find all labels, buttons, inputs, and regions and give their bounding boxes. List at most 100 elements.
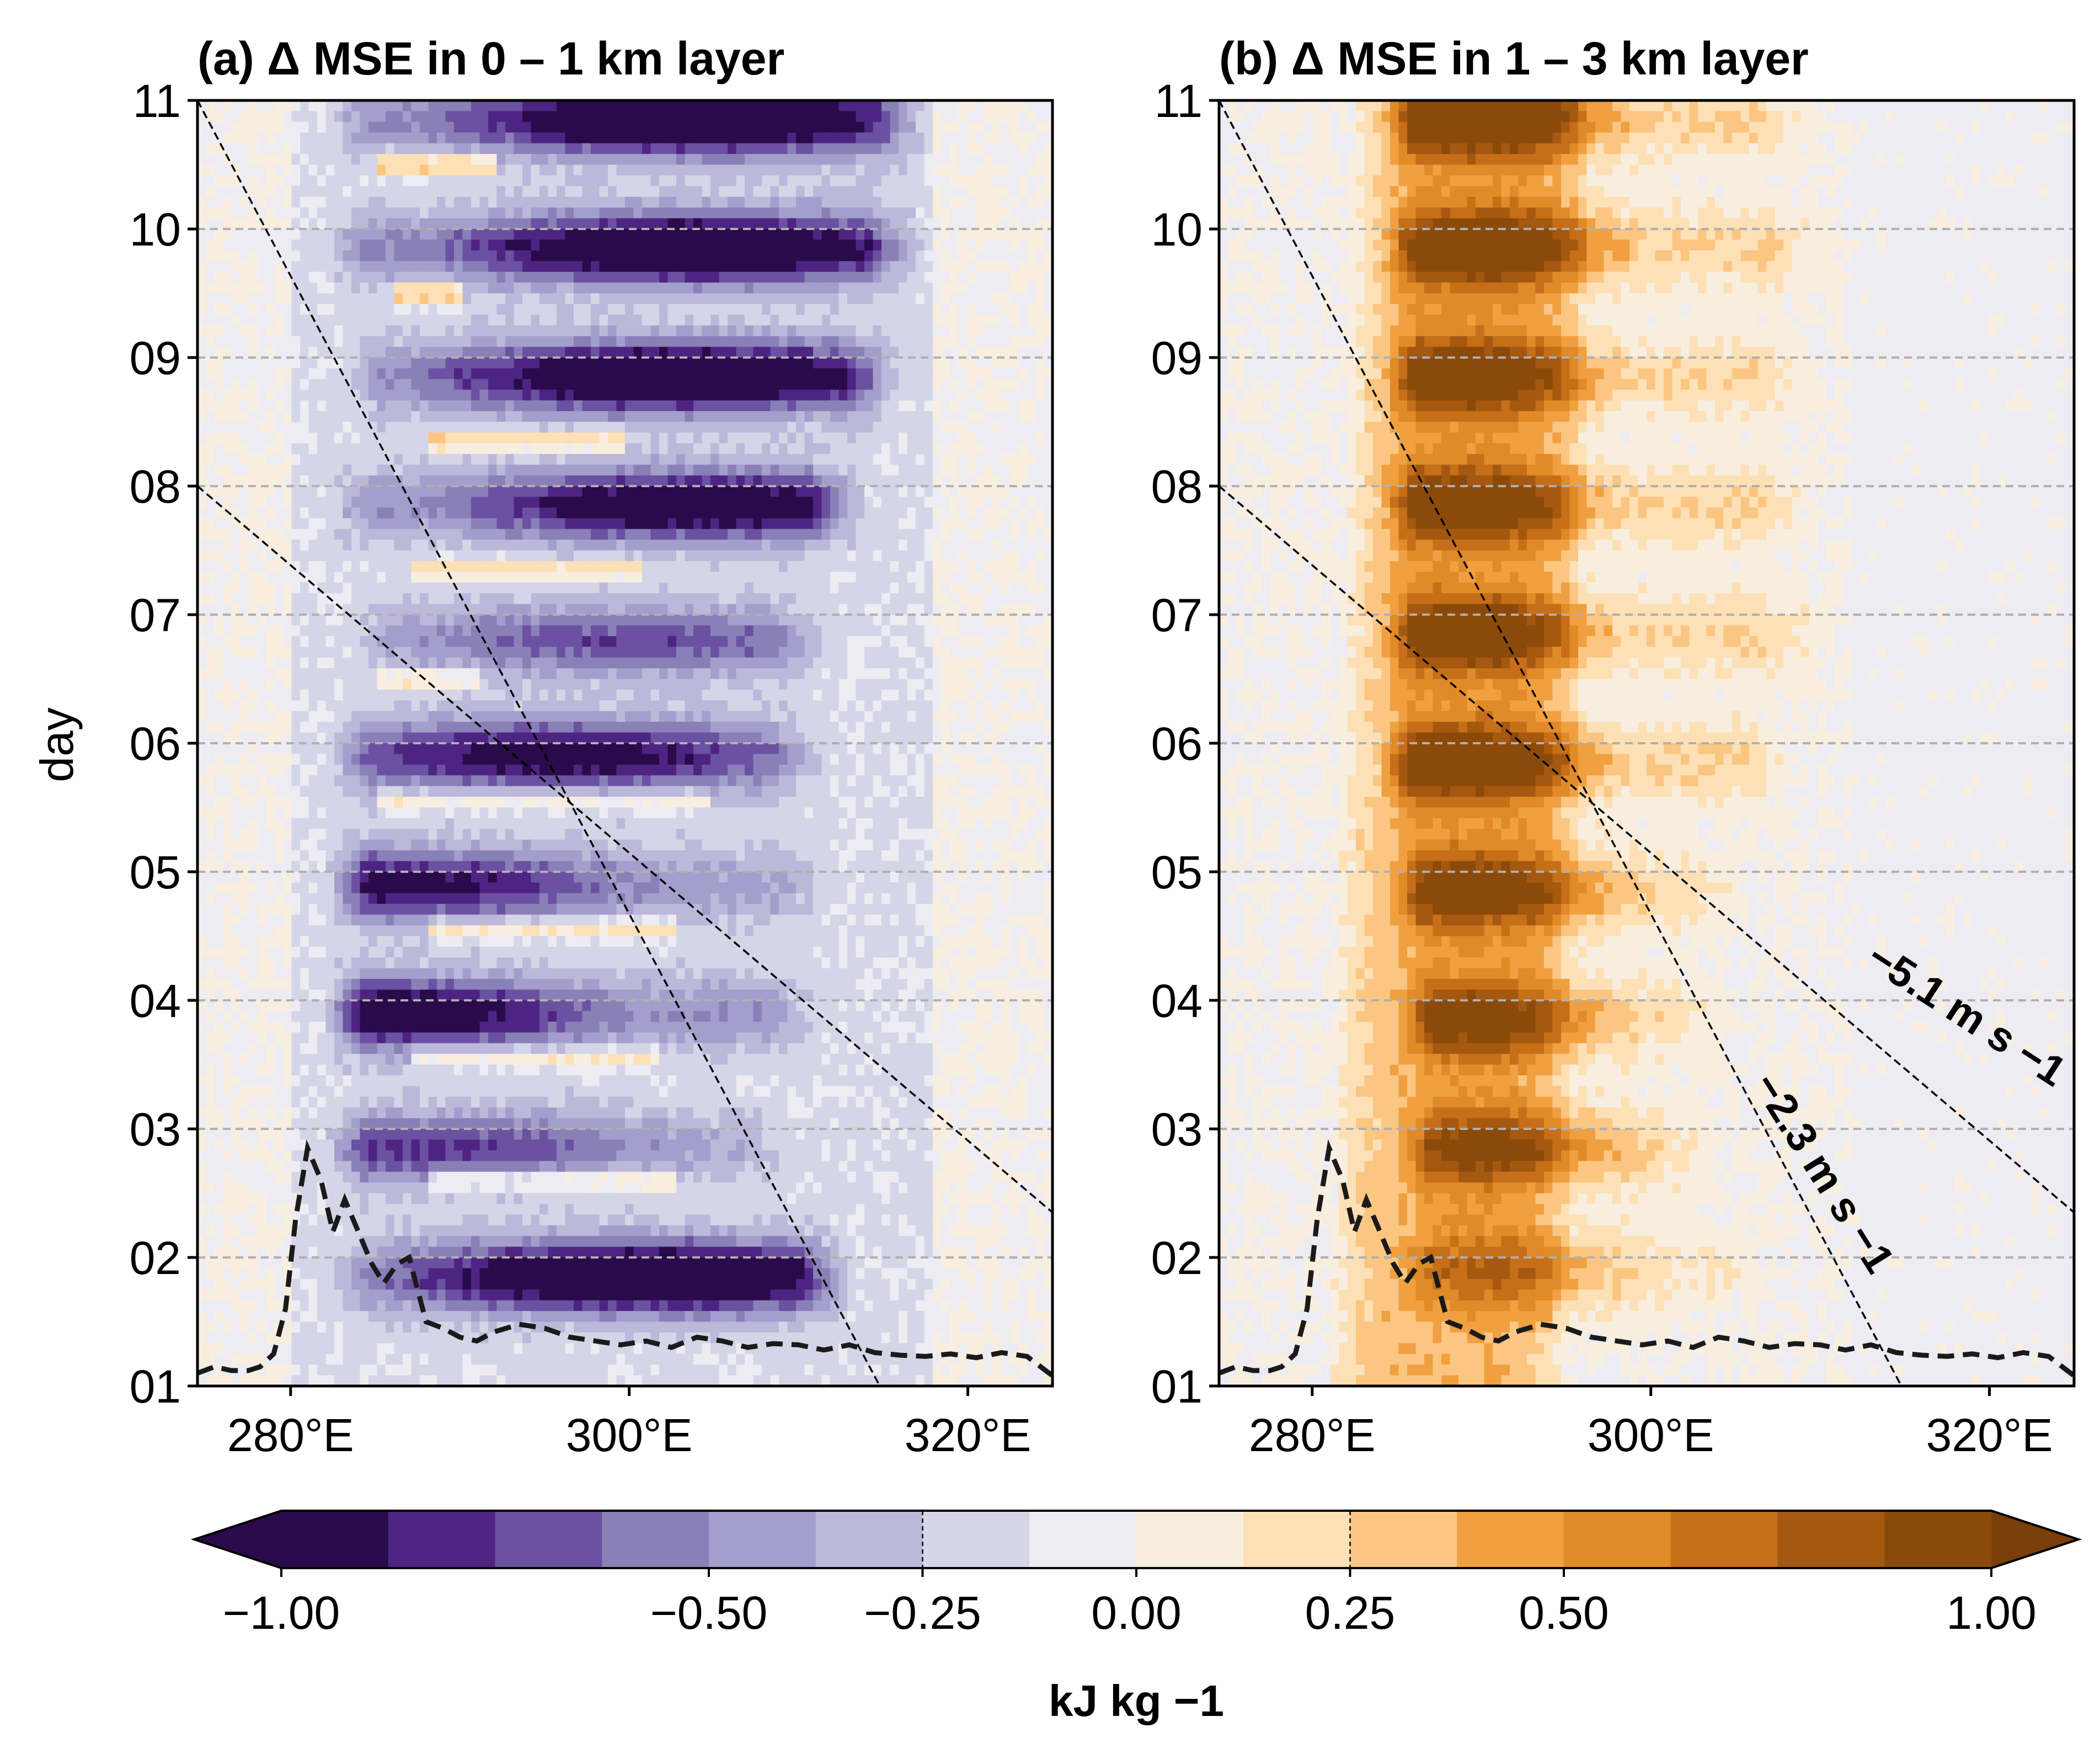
heatmap-cell <box>804 604 814 615</box>
heatmap-cell <box>548 615 557 626</box>
heatmap-cell <box>1035 239 1045 251</box>
heatmap-cell <box>300 250 309 262</box>
heatmap-cell <box>368 143 378 154</box>
heatmap-cell <box>984 411 993 423</box>
heatmap-cell <box>479 175 489 187</box>
heatmap-cell <box>916 229 925 241</box>
heatmap-cell <box>941 422 950 433</box>
heatmap-cell <box>992 347 1002 358</box>
heatmap-cell <box>308 475 318 487</box>
heatmap-cell <box>548 271 557 283</box>
heatmap-cell <box>753 229 762 241</box>
heatmap-cell <box>924 411 933 423</box>
heatmap-cell <box>557 143 566 154</box>
heatmap-cell <box>1018 379 1028 391</box>
heatmap-cell <box>1018 207 1028 219</box>
heatmap-cell <box>257 465 266 476</box>
heatmap-cell <box>343 529 352 540</box>
heatmap-cell <box>864 529 874 540</box>
heatmap-cell <box>223 261 232 273</box>
heatmap-cell <box>223 615 232 626</box>
heatmap-cell <box>719 561 728 573</box>
heatmap-cell <box>420 282 429 294</box>
heatmap-cell <box>650 143 660 154</box>
heatmap-cell <box>317 164 327 176</box>
heatmap-cell <box>1001 507 1011 519</box>
heatmap-cell <box>642 368 651 380</box>
heatmap-cell <box>420 229 429 241</box>
heatmap-cell <box>787 207 797 219</box>
heatmap-cell <box>941 315 950 326</box>
heatmap-cell <box>608 239 617 251</box>
heatmap-cell <box>967 175 976 187</box>
heatmap-cell <box>907 475 916 487</box>
heatmap-cell <box>411 411 420 423</box>
heatmap-cell <box>787 400 797 412</box>
heatmap-cell <box>950 604 959 615</box>
heatmap-cell <box>471 111 480 122</box>
heatmap-cell <box>488 250 498 262</box>
heatmap-cell <box>736 164 745 176</box>
heatmap-cell <box>548 432 557 444</box>
heatmap-cell <box>762 625 771 637</box>
heatmap-cell <box>779 261 788 273</box>
heatmap-cell <box>830 293 840 305</box>
heatmap-cell <box>916 218 925 230</box>
heatmap-cell <box>881 121 891 134</box>
heatmap-cell <box>445 154 455 166</box>
heatmap-cell <box>984 250 993 262</box>
heatmap-cell <box>830 121 840 134</box>
heatmap-cell <box>240 100 249 112</box>
heatmap-cell <box>325 336 335 348</box>
heatmap-cell <box>608 432 617 444</box>
heatmap-cell <box>916 100 925 112</box>
heatmap-cell <box>1009 497 1019 508</box>
heatmap-cell <box>394 550 403 562</box>
heatmap-cell <box>719 293 728 305</box>
heatmap-cell <box>821 582 831 594</box>
heatmap-cell <box>745 593 754 605</box>
heatmap-cell <box>702 582 711 594</box>
heatmap-cell <box>762 615 771 626</box>
heatmap-cell <box>899 358 908 369</box>
heatmap-cell <box>445 347 455 358</box>
heatmap-cell <box>745 347 754 358</box>
heatmap-cell <box>283 561 292 573</box>
heatmap-cell <box>266 593 275 605</box>
heatmap-cell <box>257 218 266 230</box>
heatmap-cell <box>308 540 318 551</box>
heatmap-cell <box>890 432 899 444</box>
heatmap-cell <box>659 497 669 508</box>
heatmap-cell <box>454 572 463 583</box>
heatmap-cell <box>745 465 754 476</box>
heatmap-cell <box>1044 282 1052 294</box>
heatmap-cell <box>958 347 968 358</box>
heatmap-cell <box>642 293 651 305</box>
heatmap-cell <box>394 186 403 198</box>
heatmap-cell <box>873 250 882 262</box>
heatmap-cell <box>283 164 292 176</box>
heatmap-cell <box>821 164 831 176</box>
heatmap-cell <box>599 507 608 519</box>
heatmap-cell <box>522 282 532 294</box>
heatmap-cell <box>899 593 908 605</box>
heatmap-cell <box>881 422 891 433</box>
heatmap-cell <box>728 625 737 637</box>
heatmap-cell <box>599 175 608 187</box>
heatmap-cell <box>325 271 335 283</box>
heatmap-cell <box>386 572 395 583</box>
heatmap-cell <box>975 593 985 605</box>
heatmap-cell <box>941 465 950 476</box>
heatmap-cell <box>907 347 916 358</box>
heatmap-cell <box>685 561 694 573</box>
heatmap-cell <box>274 186 284 198</box>
heatmap-cell <box>933 261 942 273</box>
heatmap-cell <box>1009 282 1019 294</box>
heatmap-cell <box>531 336 540 348</box>
heatmap-cell <box>266 400 275 412</box>
heatmap-cell <box>650 550 660 562</box>
heatmap-cell <box>291 164 301 176</box>
heatmap-cell <box>437 229 446 241</box>
heatmap-cell <box>394 132 403 144</box>
heatmap-cell <box>591 582 600 594</box>
